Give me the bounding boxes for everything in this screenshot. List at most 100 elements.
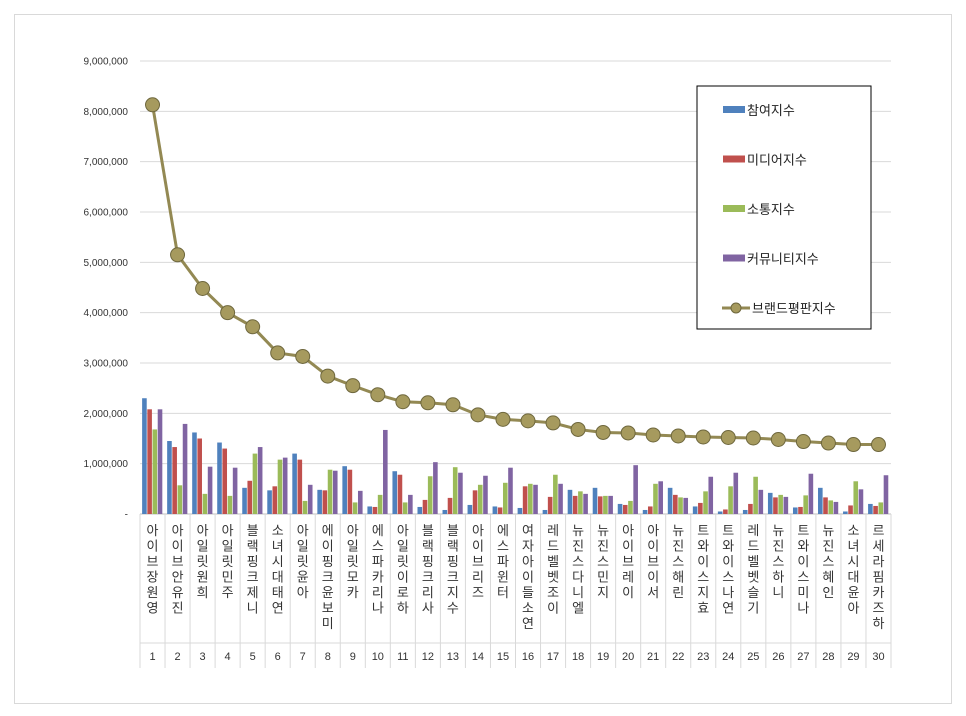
x-rank-label: 4 — [225, 651, 231, 663]
x-rank-label: 23 — [697, 651, 709, 663]
bar-2 — [823, 497, 828, 514]
bar-3 — [277, 459, 283, 514]
bar-2 — [572, 495, 578, 514]
x-rank-label: 19 — [597, 651, 609, 663]
reputation-point — [295, 348, 311, 364]
bar-4 — [783, 496, 789, 514]
bar-3 — [603, 495, 608, 514]
bar-3 — [177, 485, 183, 514]
bar-4 — [408, 494, 413, 514]
x-rank-label: 27 — [797, 651, 809, 663]
legend-label: 소통지수 — [747, 203, 795, 218]
bar-1 — [492, 506, 498, 514]
bar-1 — [292, 453, 297, 514]
bar-3 — [152, 429, 158, 514]
bar-1 — [792, 507, 798, 514]
x-rank-label: 10 — [372, 651, 384, 663]
bar-3 — [803, 495, 808, 514]
x-rank-label: 16 — [522, 651, 534, 663]
bar-4 — [433, 462, 438, 514]
reputation-point — [495, 411, 511, 427]
bar-4 — [483, 475, 488, 514]
x-rank-label: 22 — [672, 651, 684, 663]
bar-2 — [172, 447, 177, 514]
bar-2 — [522, 486, 528, 514]
bar-4 — [257, 447, 263, 514]
reputation-point — [720, 429, 736, 445]
x-rank-label: 2 — [174, 651, 180, 663]
reputation-point — [820, 435, 836, 451]
bar-1 — [342, 466, 347, 514]
reputation-point — [220, 305, 236, 321]
bar-4 — [808, 473, 814, 514]
y-tick-label: 9,000,000 — [84, 57, 129, 68]
bar-1 — [667, 487, 673, 514]
bar-2 — [272, 486, 278, 514]
x-rank-label: 3 — [200, 651, 206, 663]
x-rank-label: 7 — [300, 651, 306, 663]
x-rank-label: 28 — [822, 651, 834, 663]
bar-1 — [843, 511, 848, 514]
y-tick-label: - — [125, 510, 128, 521]
reputation-point — [170, 247, 186, 263]
x-rank-label: 9 — [350, 651, 356, 663]
bar-3 — [327, 469, 333, 514]
bar-1 — [142, 398, 147, 514]
bar-4 — [833, 501, 839, 514]
bar-3 — [302, 500, 308, 514]
reputation-point — [245, 319, 261, 335]
reputation-point — [470, 407, 486, 423]
y-tick-label: 2,000,000 — [84, 409, 129, 420]
bar-4 — [182, 423, 188, 514]
reputation-point — [745, 430, 761, 446]
bar-2 — [848, 505, 853, 514]
bar-1 — [467, 504, 473, 514]
y-tick-label: 6,000,000 — [84, 208, 129, 219]
bar-4 — [157, 409, 163, 514]
bar-4 — [357, 490, 363, 514]
reputation-point — [420, 395, 436, 411]
bar-2 — [748, 503, 753, 514]
bar-3 — [753, 476, 758, 514]
y-tick-label: 4,000,000 — [84, 308, 129, 319]
reputation-point — [870, 437, 886, 453]
bar-2 — [372, 506, 378, 514]
bar-3 — [352, 502, 358, 514]
x-rank-label: 5 — [250, 651, 256, 663]
bar-1 — [868, 503, 873, 514]
x-rank-label: 12 — [422, 651, 434, 663]
legend-marker — [730, 302, 742, 314]
reputation-point — [370, 387, 386, 403]
bar-1 — [167, 441, 172, 514]
bar-1 — [367, 506, 373, 514]
legend-label: 브랜드평판지수 — [752, 302, 836, 317]
reputation-point — [670, 428, 686, 444]
x-rank-label: 13 — [447, 651, 459, 663]
bar-3 — [628, 500, 633, 514]
bar-3 — [578, 491, 583, 514]
bar-2 — [472, 490, 478, 514]
reputation-point — [620, 425, 636, 441]
reputation-point — [545, 415, 561, 431]
bar-4 — [282, 457, 288, 514]
bar-2 — [597, 496, 603, 514]
bar-1 — [442, 509, 448, 514]
x-rank-label: 25 — [747, 651, 759, 663]
x-rank-label: 18 — [572, 651, 584, 663]
bar-4 — [458, 472, 463, 514]
bar-2 — [347, 469, 353, 514]
x-rank-label: 26 — [772, 651, 784, 663]
bar-4 — [658, 481, 663, 514]
bar-1 — [818, 487, 823, 514]
bar-2 — [422, 499, 428, 514]
